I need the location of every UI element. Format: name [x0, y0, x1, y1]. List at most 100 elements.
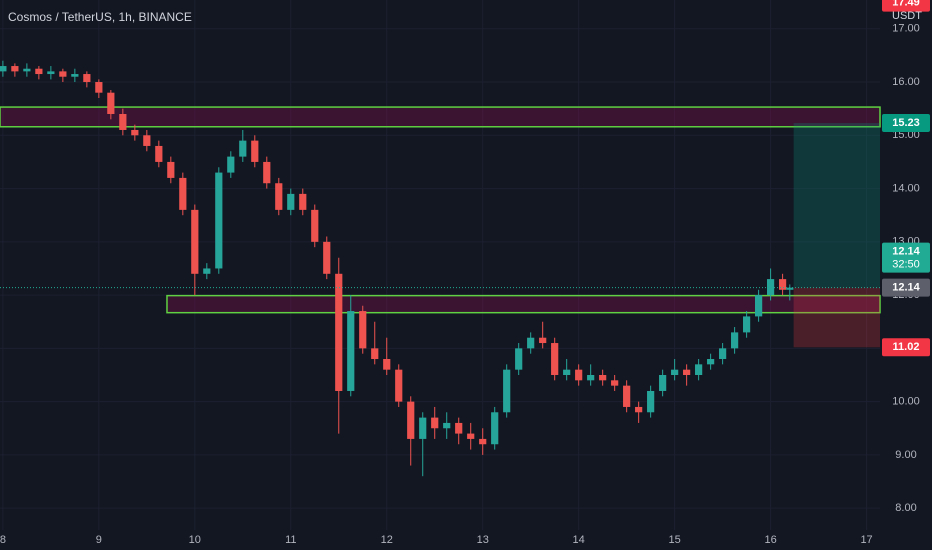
candle-body: [71, 74, 79, 77]
candle-body: [443, 422, 451, 429]
candle-body: [0, 66, 7, 72]
candle-body: [683, 369, 691, 375]
candle-body: [719, 348, 727, 360]
candle-body: [119, 113, 127, 130]
candle-body: [587, 374, 595, 381]
candle-body: [743, 316, 751, 333]
candle-body: [659, 374, 667, 391]
target-area: [793, 123, 880, 288]
candle-body: [95, 82, 103, 93]
candle-body: [359, 311, 367, 349]
x-tick-label: 16: [764, 534, 776, 546]
candle-body: [623, 385, 631, 407]
candle-body: [671, 369, 679, 375]
x-tick-label: 12: [381, 534, 393, 546]
candle-body: [59, 71, 67, 77]
candle-body: [323, 241, 331, 274]
price-tag-label: 17.49: [892, 0, 920, 9]
candle-body: [551, 343, 559, 375]
candle-body: [107, 92, 115, 114]
candle-body: [599, 374, 607, 381]
zone: [166, 294, 881, 314]
candle-body: [35, 68, 43, 75]
y-tick-label: 9.00: [895, 449, 916, 461]
candle-body: [731, 332, 739, 349]
candle-body: [611, 380, 619, 386]
candle-body: [395, 369, 403, 402]
candle-body: [431, 417, 439, 429]
price-tag-label: 11.02: [893, 341, 920, 353]
candle-body: [635, 406, 643, 413]
price-tag-label: 15.23: [892, 117, 920, 129]
price-tag-label: 12.14: [892, 246, 920, 258]
candle-body: [347, 311, 355, 391]
candle-body: [491, 412, 499, 445]
candle-body: [215, 172, 223, 269]
candle-body: [467, 433, 475, 439]
y-tick-label: 17.00: [892, 23, 920, 35]
countdown: 32:50: [892, 259, 920, 271]
candle-body: [786, 287, 794, 290]
plot: [0, 60, 881, 477]
candle-body: [419, 417, 427, 439]
candle-body: [503, 369, 511, 413]
candle-body: [407, 401, 415, 439]
candle-body: [539, 337, 547, 344]
candle-body: [263, 161, 271, 184]
candle-body: [335, 273, 343, 391]
price-tag-label: 12.14: [892, 282, 920, 294]
candle-body: [155, 145, 163, 162]
candle-body: [287, 193, 295, 210]
x-tick-label: 14: [573, 534, 585, 546]
price-tag: [882, 114, 930, 133]
candle-body: [515, 348, 523, 370]
candle-body: [191, 209, 199, 274]
price-tag: [882, 338, 930, 357]
candle-body: [563, 369, 571, 375]
candle-body: [383, 359, 391, 370]
y-tick-label: 10.00: [892, 396, 920, 408]
candle-body: [239, 140, 247, 157]
candle-body: [47, 71, 55, 75]
x-tick-label: 10: [189, 534, 201, 546]
candle-body: [455, 422, 463, 434]
candle-body: [575, 369, 583, 381]
candle-body: [707, 359, 715, 365]
candle-body: [167, 161, 175, 178]
zone: [0, 106, 881, 128]
candle-body: [311, 209, 319, 242]
price-tag: [882, 278, 930, 297]
candle-body: [755, 295, 763, 317]
candle-body: [479, 438, 487, 445]
candle-body: [371, 348, 379, 360]
candle-body: [203, 268, 211, 274]
x-tick-label: 13: [477, 534, 489, 546]
candle-body: [83, 74, 91, 83]
y-tick-label: 8.00: [895, 502, 916, 514]
candle-body: [647, 390, 655, 413]
candle-body: [131, 129, 139, 136]
x-tick-label: 9: [96, 534, 102, 546]
price-tag: [882, 0, 930, 12]
candle-body: [23, 68, 31, 72]
candle-body: [11, 66, 19, 72]
y-tick-label: 14.00: [892, 182, 920, 194]
candle-body: [275, 183, 283, 210]
candle-body: [227, 156, 235, 173]
currency-label: USDT: [892, 10, 922, 22]
candle-body: [767, 279, 775, 296]
candle-body: [778, 279, 787, 290]
x-tick-label: 17: [860, 534, 872, 546]
chart-title: Cosmos / TetherUS, 1h, BINANCE: [8, 10, 192, 24]
candle-body: [143, 135, 151, 146]
candle-body: [527, 337, 535, 349]
candle-body: [299, 193, 307, 210]
candle-body: [179, 177, 187, 210]
candle-body: [251, 140, 259, 162]
candle-body: [695, 364, 703, 375]
price-tag: [882, 242, 930, 273]
x-tick-label: 8: [0, 534, 6, 546]
